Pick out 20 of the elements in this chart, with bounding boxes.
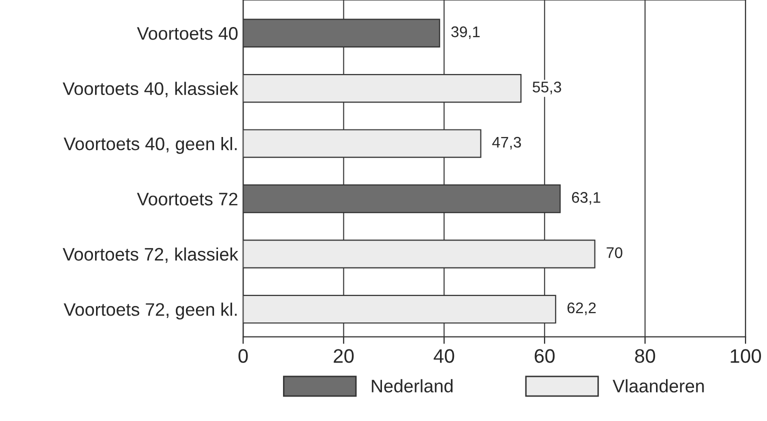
data-label: 62,2: [568, 302, 596, 316]
data-label: 63,1: [572, 192, 600, 205]
x-tick-label: 0: [238, 349, 248, 363]
y-tick-label: Voortoets 72: [136, 192, 238, 206]
y-tick-label: Voortoets 72, geen kl.: [64, 302, 237, 320]
x-tick-label: 20: [334, 349, 354, 363]
data-label: 70: [606, 247, 622, 258]
data-label: 55,3: [532, 82, 562, 94]
x-tick-label: 60: [534, 349, 555, 363]
data-label: 39,1: [451, 26, 480, 40]
x-tick-label: 80: [635, 349, 656, 363]
x-tick-label: 40: [434, 349, 454, 363]
x-tick-label: 100: [730, 349, 761, 363]
data-label: 47,3: [492, 136, 521, 150]
legend-label: Nederland: [372, 379, 453, 392]
legend-label: Vlaanderen: [612, 379, 704, 392]
y-tick-label: Voortoets 40: [136, 27, 238, 40]
y-tick-label: Voortoets 40, klassiek: [62, 82, 238, 98]
y-tick-label: Voortoets 40, geen kl.: [64, 137, 237, 154]
y-tick-label: Voortoets 72, klassiek: [62, 247, 238, 263]
